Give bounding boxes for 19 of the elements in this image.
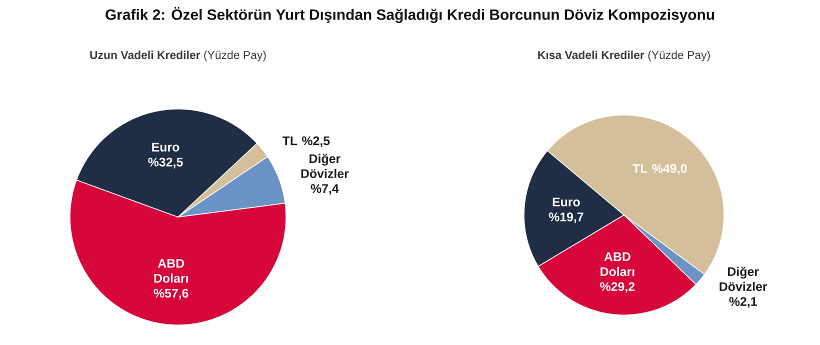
text: Grafik 2: Özel Sektörün Yurt Dışından Sağladığı Kredi Borcunun Döviz Kompozisyonu bbox=[106, 7, 714, 23]
slice-label: Euro bbox=[552, 198, 580, 206]
slice-label: ABD Doları bbox=[600, 252, 634, 276]
data-label: %32,5 bbox=[148, 158, 183, 168]
data-label: %19,7 bbox=[548, 212, 584, 224]
data-label: %57,6 bbox=[154, 288, 188, 300]
slice-label: TL bbox=[632, 164, 648, 173]
data-label: %2,5 bbox=[302, 136, 330, 148]
slice-label: Diğer Dövizler bbox=[301, 154, 349, 178]
data-label: %7,4 bbox=[310, 184, 339, 195]
data-label: %2,1 bbox=[729, 297, 757, 308]
slice-label: ABD Doları bbox=[154, 259, 188, 283]
data-label: %49,0 bbox=[652, 164, 687, 175]
slice-label: TL bbox=[282, 136, 298, 146]
data-label: %29,2 bbox=[600, 282, 635, 293]
chart-subtitle: Uzun Vadeli Krediler (Yüzde Pay) bbox=[90, 50, 266, 62]
slice-label: Diğer Dövizler bbox=[720, 266, 768, 291]
slice-label: Euro bbox=[152, 142, 180, 152]
chart-subtitle: Kısa Vadeli Krediler (Yüzde Pay) bbox=[538, 50, 710, 62]
